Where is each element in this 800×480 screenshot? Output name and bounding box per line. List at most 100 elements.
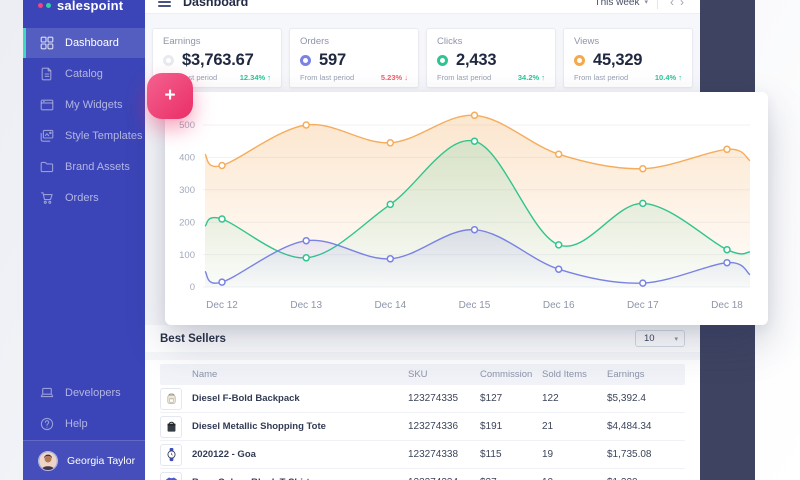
page-size-dropdown[interactable]: 10 ▾ — [635, 330, 685, 347]
stat-subtitle: From last period — [574, 73, 629, 82]
sidebar-item-catalog[interactable]: Catalog — [23, 59, 145, 89]
svg-text:Dec 14: Dec 14 — [374, 300, 406, 311]
product-sku: 123274336 — [408, 421, 459, 432]
product-sku: 123274334 — [408, 477, 480, 480]
file-icon — [40, 67, 54, 81]
stat-ring-icon — [163, 55, 174, 66]
stat-subtitle: From last period — [437, 73, 492, 82]
product-sku: 123274335 — [408, 393, 459, 404]
sidebar-item-help[interactable]: Help — [23, 409, 145, 439]
stat-change: 34.2% ↑ — [517, 73, 545, 82]
backpack-thumb — [160, 387, 182, 410]
svg-text:Dec 17: Dec 17 — [627, 300, 659, 311]
stat-ring-icon — [574, 55, 585, 66]
sidebar-item-label: Orders — [65, 192, 99, 204]
table-row[interactable]: Diesel F-Bold Backpack 123274335 $127 122 $5… — [160, 385, 685, 413]
product-sold-items: 122 — [542, 393, 559, 404]
stat-label: Earnings — [163, 36, 201, 47]
logo-dot-teal — [46, 2, 51, 8]
stat-card-earnings: Earnings $3,763.67 From last period 12.34% … — [152, 28, 282, 88]
period-dropdown[interactable]: This week ▾ — [594, 0, 648, 8]
product-name: 2020122 - Goa — [192, 449, 256, 460]
svg-text:Dec 18: Dec 18 — [711, 300, 743, 311]
stat-card-clicks: Clicks 2,433 From last period 34.2% ↑ — [426, 28, 556, 88]
next-period-button[interactable]: › — [680, 0, 684, 9]
laptop-icon — [40, 386, 54, 400]
col-header-earnings: Earnings — [607, 369, 645, 380]
sidebar-item-label: Brand Assets — [65, 161, 130, 173]
product-name: Diesel F-Bold Backpack — [192, 393, 300, 404]
product-commission: $115 — [480, 449, 502, 460]
table-row[interactable]: 2020122 - Goa 123274338 $115 19 $1,735.08 — [160, 441, 685, 469]
prev-period-button[interactable]: ‹ — [670, 0, 674, 9]
logo-text: salespoint — [57, 0, 124, 13]
col-header-sold-items: Sold Items — [542, 369, 587, 380]
header-divider — [657, 0, 658, 9]
stat-change: 5.23% ↓ — [380, 73, 408, 82]
table-row[interactable]: Boxy Colour Block T-Shirt123274334$3710$… — [160, 469, 685, 480]
sidebar-item-developers[interactable]: Developers — [23, 378, 145, 408]
menu-icon[interactable] — [158, 0, 171, 7]
tote-thumb — [160, 415, 182, 438]
sales-trend-chart: 0 100 200 300 400 500 Dec 12 Dec 13 Dec 14 Dec 15… — [165, 92, 768, 325]
best-sellers-title: Best Sellers — [160, 332, 226, 345]
svg-text:Dec 12: Dec 12 — [206, 300, 238, 311]
widget-icon — [40, 98, 54, 112]
product-sold-items: 21 — [542, 421, 554, 432]
product-name: Boxy Colour Block T-Shirt — [192, 477, 408, 480]
col-header-commission: Commission — [480, 369, 533, 380]
col-header-name: Name — [192, 369, 218, 380]
stat-label: Orders — [300, 36, 330, 47]
table-header-row: Name SKU Commission Sold Items Earnings — [160, 364, 685, 385]
sidebar-user[interactable]: Georgia Taylor — [23, 440, 145, 480]
svg-text:Dec 13: Dec 13 — [290, 300, 322, 311]
product-sold-items: 10 — [542, 477, 607, 480]
cart-icon — [40, 191, 54, 205]
sidebar-item-style-templates[interactable]: Style Templates — [23, 121, 145, 151]
stat-card-orders: Orders 597 From last period 5.23% ↓ — [289, 28, 419, 88]
product-commission: $37 — [480, 477, 542, 480]
grid-icon — [40, 36, 54, 50]
product-earnings: $4,484.34 — [607, 421, 652, 432]
folder-icon — [40, 160, 54, 174]
sidebar-item-orders[interactable]: Orders — [23, 183, 145, 213]
tshirt-thumb — [160, 471, 182, 480]
table-row[interactable]: Diesel Metallic Shopping Tote 123274336 $1… — [160, 413, 685, 441]
svg-text:400: 400 — [179, 153, 195, 164]
logo: salespoint — [23, 0, 145, 15]
page-title: Dashboard — [183, 0, 249, 9]
plus-icon: + — [164, 85, 176, 106]
stat-value: $3,763.67 — [182, 51, 254, 69]
stats-row: Earnings $3,763.67 From last period 12.34% … — [152, 28, 693, 88]
stat-value: 597 — [319, 51, 346, 69]
best-sellers-table: Name SKU Commission Sold Items Earnings Dies… — [145, 360, 700, 480]
user-name: Georgia Taylor — [67, 454, 136, 467]
product-earnings: $5,392.4 — [607, 393, 646, 404]
svg-text:500: 500 — [179, 120, 195, 131]
logo-dot-pink — [38, 2, 43, 8]
product-sold-items: 19 — [542, 449, 554, 460]
sidebar-item-label: Developers — [65, 387, 121, 399]
chevron-down-icon: ▾ — [674, 335, 678, 343]
main-header: Dashboard This week ▾ ‹ › — [145, 0, 700, 14]
period-label: This week — [594, 0, 640, 8]
sidebar-item-label: Style Templates — [65, 130, 143, 142]
sidebar-item-my-widgets[interactable]: My Widgets — [23, 90, 145, 120]
sidebar-item-dashboard[interactable]: Dashboard — [23, 28, 145, 58]
sidebar-item-label: Dashboard — [65, 37, 119, 49]
col-header-sku: SKU — [408, 369, 428, 380]
product-commission: $127 — [480, 393, 503, 404]
sidebar-item-label: Catalog — [65, 68, 103, 80]
stat-label: Clicks — [437, 36, 463, 47]
sidebar-item-brand-assets[interactable]: Brand Assets — [23, 152, 145, 182]
stat-change: 12.34% ↑ — [239, 73, 271, 82]
page-size-value: 10 — [644, 333, 655, 344]
watch-thumb — [160, 443, 182, 466]
stat-card-views: Views 45,329 From last period 10.4% ↑ — [563, 28, 693, 88]
svg-text:Dec 15: Dec 15 — [459, 300, 491, 311]
add-button[interactable]: + — [147, 73, 193, 119]
product-earnings: $1,735.08 — [607, 449, 652, 460]
stat-subtitle: From last period — [300, 73, 355, 82]
avatar — [38, 450, 58, 471]
